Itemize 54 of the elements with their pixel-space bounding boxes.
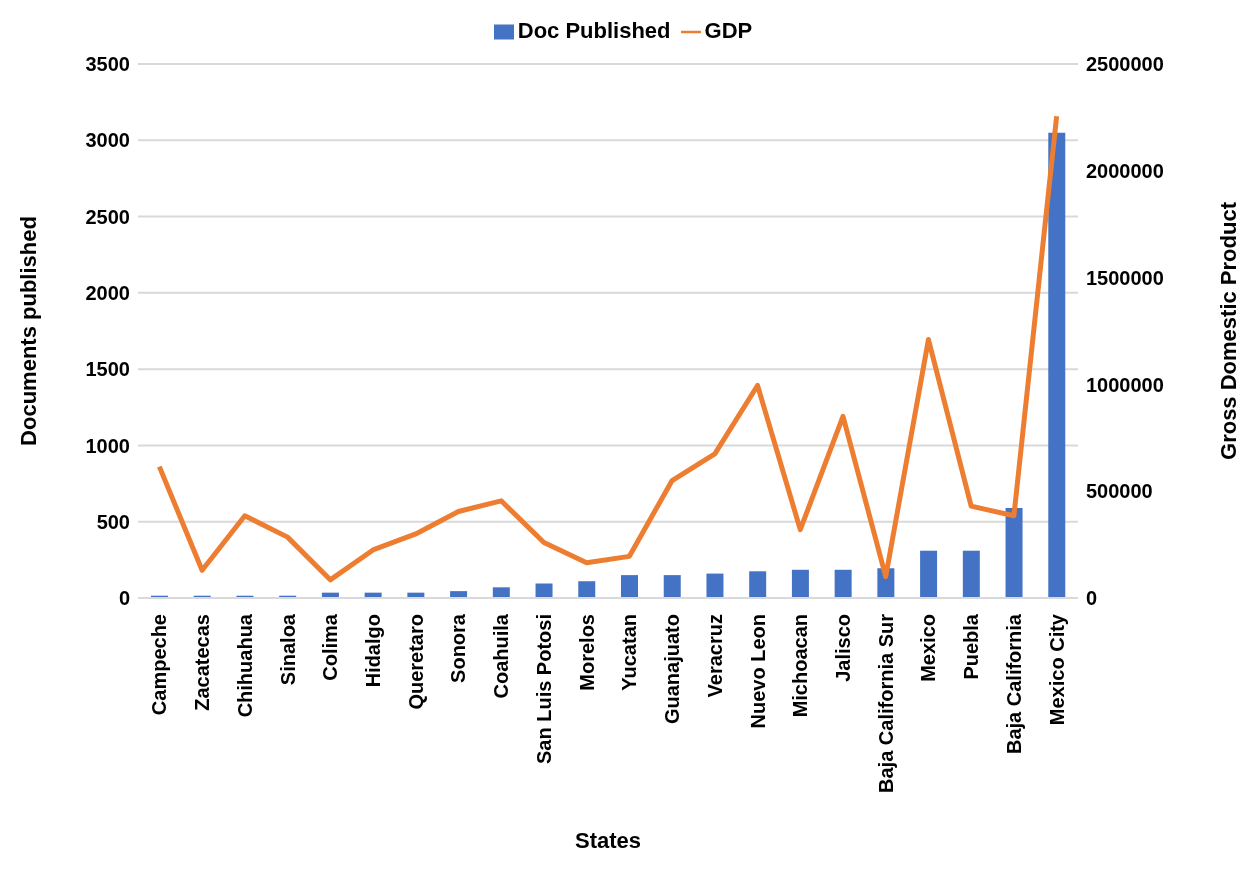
- x-tick-label: Michoacan: [789, 614, 812, 718]
- bar: [621, 575, 638, 598]
- y-tick-label: 3000: [85, 129, 130, 152]
- x-tick-label: Baja California Sur: [874, 613, 897, 793]
- bar: [920, 550, 938, 598]
- x-tick-label: Zacatecas: [191, 614, 214, 711]
- bar: [749, 571, 767, 598]
- x-tick-label: Guanajuato: [661, 614, 684, 725]
- x-tick-label: Nuevo Leon: [746, 614, 769, 729]
- x-tick-label: Puebla: [960, 613, 983, 680]
- x-tick-label: Hidalgo: [362, 614, 384, 688]
- y-tick-label: 1000: [85, 434, 130, 457]
- y2-tick-label: 1000000: [1086, 373, 1164, 396]
- y-tick-label: 3500: [85, 53, 130, 76]
- x-tick-label: Sonora: [447, 613, 470, 683]
- x-tick-label: Campeche: [148, 614, 171, 716]
- x-tick-label: Queretaro: [404, 614, 427, 710]
- bar: [492, 587, 510, 598]
- x-tick-label: San Luis Potosi: [532, 614, 555, 765]
- y-tick-label: 0: [118, 587, 130, 610]
- y-tick-label: 500: [96, 510, 130, 533]
- x-tick-label: Morelos: [575, 614, 598, 691]
- y-tick-label: 2000: [85, 281, 130, 304]
- x-tick-label: Mexico: [917, 614, 940, 682]
- x-tick-label: Colima: [319, 613, 342, 681]
- y2-tick-label: 0: [1086, 587, 1098, 610]
- x-axis-title: States: [574, 828, 642, 853]
- y2-axis-title: Gross Domestic Product: [1215, 201, 1241, 460]
- bar: [535, 583, 553, 598]
- x-tick-label: Veracruz: [703, 614, 726, 698]
- x-tick-label: Mexico City: [1045, 613, 1068, 726]
- y2-tick-label: 1500000: [1086, 266, 1164, 289]
- x-tick-label: Chihuahua: [233, 613, 256, 718]
- legend-label: GDP: [704, 18, 753, 43]
- x-tick-label: Baja California: [1002, 613, 1025, 755]
- bar: [791, 569, 809, 598]
- y-axis-title: Documents published: [15, 216, 41, 446]
- x-tick-label: Yucatan: [618, 614, 641, 691]
- bar: [1048, 132, 1066, 598]
- bar: [962, 550, 980, 598]
- bar: [1005, 507, 1023, 598]
- bar: [834, 569, 852, 598]
- y-tick-label: 2500: [85, 205, 130, 228]
- y-tick-label: 1500: [85, 358, 130, 381]
- y2-tick-label: 500000: [1086, 480, 1153, 503]
- y2-tick-label: 2000000: [1086, 159, 1164, 182]
- y2-tick-label: 2500000: [1086, 53, 1164, 76]
- legend-label: Doc Published: [517, 18, 671, 43]
- bar: [663, 575, 681, 598]
- x-tick-label: Sinaloa: [276, 613, 299, 686]
- bar: [578, 581, 596, 598]
- bar: [706, 573, 724, 598]
- x-tick-label: Coahuila: [490, 613, 513, 699]
- x-tick-label: Jalisco: [832, 614, 854, 682]
